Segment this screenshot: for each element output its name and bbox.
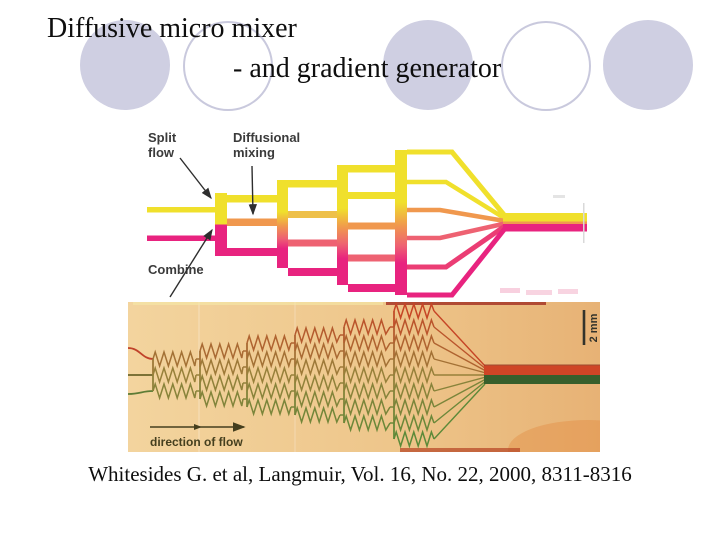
combine-arrow (169, 228, 213, 298)
slide-title-line1: Diffusive micro mixer (47, 13, 297, 44)
split-flow-label-2: flow (148, 145, 175, 160)
outlet-stripe-orange (503, 221, 587, 224)
converging-channel (407, 226, 507, 298)
split-bar-3 (337, 165, 348, 285)
inlet-green (128, 390, 154, 395)
inlet-red (128, 347, 154, 360)
flow-direction-mid-arrowhead (194, 424, 202, 430)
split-flow-label-1: Split (148, 130, 177, 145)
converging-channel (407, 221, 506, 241)
decor-circle-5 (603, 20, 693, 110)
outlet-red-stream (484, 365, 600, 375)
serpentine-network (152, 302, 486, 449)
channel (348, 222, 395, 230)
diffusional-label-2: mixing (233, 145, 275, 160)
converging-channel (407, 149, 507, 218)
outlet-green-stream (484, 375, 600, 384)
mixer-diagram: Split flow Diffusional mixing Combine (147, 130, 587, 298)
converging-channel (407, 179, 507, 221)
direction-of-flow-label: direction of flow (150, 435, 243, 449)
micrograph-photo: 2 mm direction of flow (128, 302, 600, 452)
image-edge-artifact (583, 203, 585, 243)
channel (288, 180, 337, 188)
combine-label: Combine (148, 262, 204, 277)
converging-channel (407, 207, 506, 224)
photo-edge (400, 448, 520, 452)
channel (348, 165, 395, 173)
image-artifact (553, 195, 565, 198)
outlet-edge (484, 364, 600, 366)
diffusional-label-1: Diffusional (233, 130, 300, 145)
image-artifact (526, 290, 552, 295)
image-artifact (500, 288, 520, 293)
channel (227, 248, 277, 256)
decor-circle-3 (383, 20, 473, 110)
citation: Whitesides G. et al, Langmuir, Vol. 16, … (88, 462, 632, 486)
scale-bar-label: 2 mm (588, 313, 600, 342)
slide-title-line2: - and gradient generator (233, 53, 502, 84)
combine-bar-1 (215, 193, 227, 256)
decor-circle-4 (501, 21, 591, 111)
channel-mixed (227, 218, 277, 226)
photo-glow (508, 420, 600, 452)
diffusional-arrow (248, 165, 257, 216)
converging-channel (407, 223, 507, 270)
split-bar-4 (395, 150, 407, 295)
decor-circle-2 (183, 21, 273, 111)
channel (288, 211, 337, 218)
outlet-stripe-yellow (503, 213, 587, 222)
outlet-stripe-magenta (503, 224, 587, 232)
split-bar-2 (277, 180, 288, 268)
channel (288, 239, 337, 247)
photo-edge (386, 302, 546, 305)
input-channel-yellow (147, 207, 215, 213)
scan-seam (198, 302, 200, 452)
decor-circle-1 (80, 20, 170, 110)
photo-edge (133, 302, 383, 305)
channel (348, 192, 395, 199)
input-channel-magenta (147, 235, 215, 241)
channel (288, 268, 337, 276)
split-flow-arrow (179, 157, 212, 200)
channel (348, 284, 395, 292)
channel (348, 254, 395, 262)
image-artifact (558, 289, 578, 294)
